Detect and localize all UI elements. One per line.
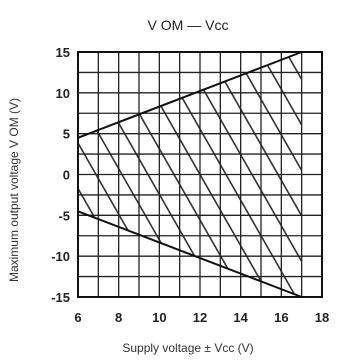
y-tick-label: 0 [63,168,70,183]
y-tick-label: 5 [63,127,70,142]
x-tick-label: 8 [115,310,122,325]
x-tick-label: 10 [152,310,166,325]
y-tick-label: 15 [56,45,70,60]
x-tick-label: 12 [193,310,207,325]
plot-border [77,51,323,298]
chart-title: V OM — Vcc [148,17,229,33]
y-tick-label: 10 [56,86,70,101]
x-tick-label: 14 [233,310,248,325]
x-tick-label: 6 [74,310,81,325]
series-lines [77,51,303,298]
x-axis-label: Supply voltage ± Vcc (V) [122,341,253,355]
x-ticks: 6 8 10 12 14 16 18 [74,310,329,325]
y-tick-label: -5 [58,208,70,223]
series-line [77,210,303,298]
series-line [77,51,303,139]
y-axis-label: Maximum output voltage V OM (V) [7,98,21,282]
y-tick-label: -15 [51,290,70,305]
x-tick-label: 16 [274,310,288,325]
grid [78,52,322,297]
x-tick-label: 18 [315,310,329,325]
y-tick-label: -10 [51,249,70,264]
y-ticks: 15 10 5 0 -5 -10 -15 [51,45,70,305]
